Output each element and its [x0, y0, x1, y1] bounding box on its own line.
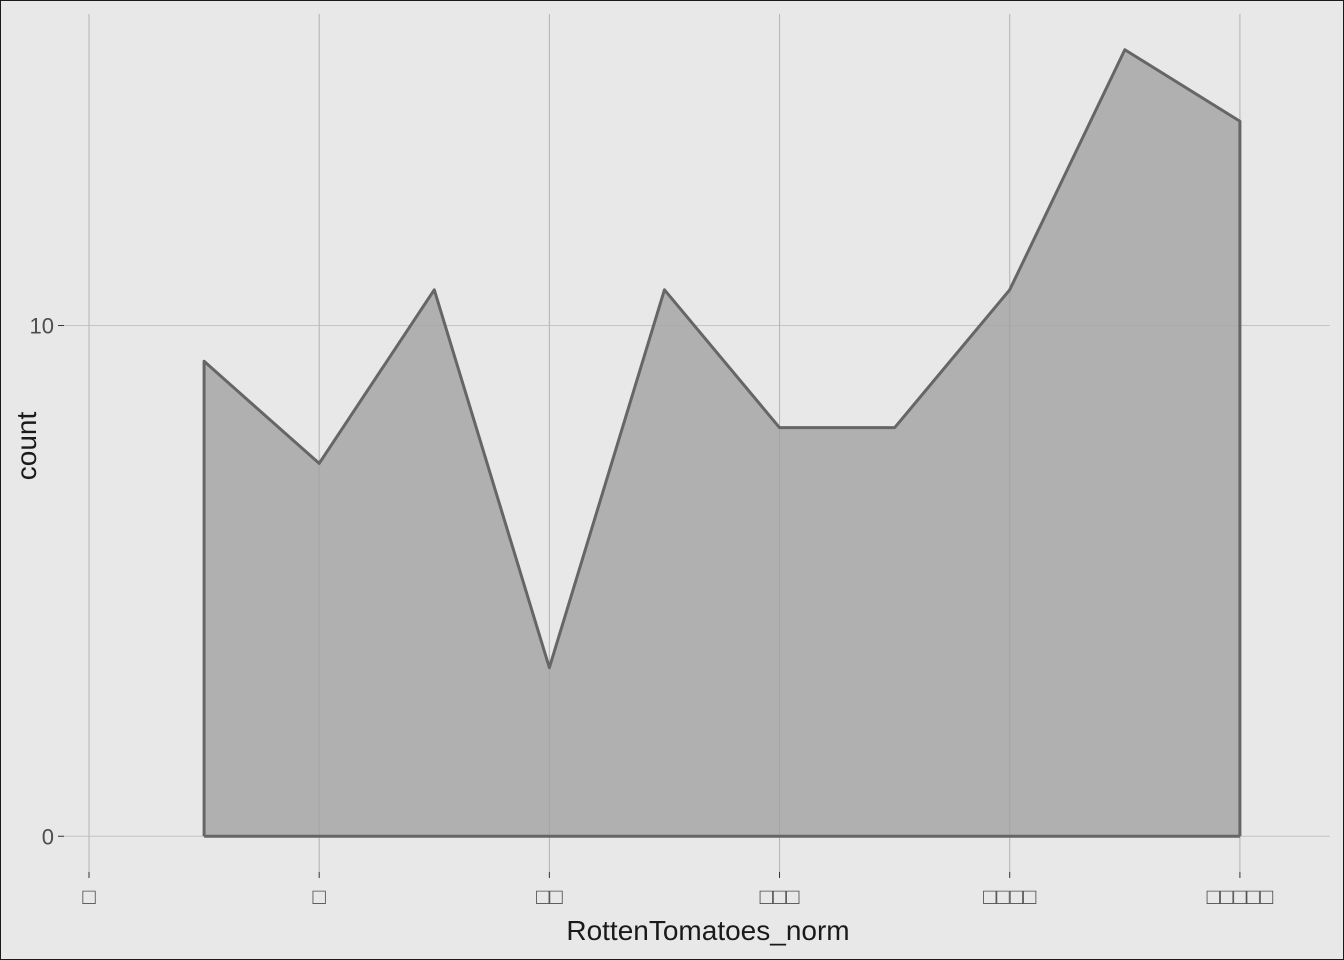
y-tick-label: 0 [42, 824, 54, 849]
x-tick-label: □ [82, 884, 95, 909]
area-fill [204, 49, 1240, 837]
area-outline [202, 48, 1242, 837]
area-series [88, 14, 1242, 872]
x-tick-label: □□□ [760, 884, 800, 909]
y-axis-title: count [11, 412, 42, 481]
y-axis-ticks: 0 10 [30, 314, 64, 849]
x-axis-ticks: □ □ □□ □□□ □□□□ □□□□□ [82, 872, 1273, 909]
x-tick-label: □□ [536, 884, 563, 909]
y-tick-label: 10 [30, 314, 54, 339]
x-tick-label: □□□□□ [1207, 884, 1273, 909]
x-tick-label: □□□□ [983, 884, 1036, 909]
x-tick-label: □ [313, 884, 326, 909]
x-axis-title: RottenTomatoes_norm [566, 915, 849, 946]
